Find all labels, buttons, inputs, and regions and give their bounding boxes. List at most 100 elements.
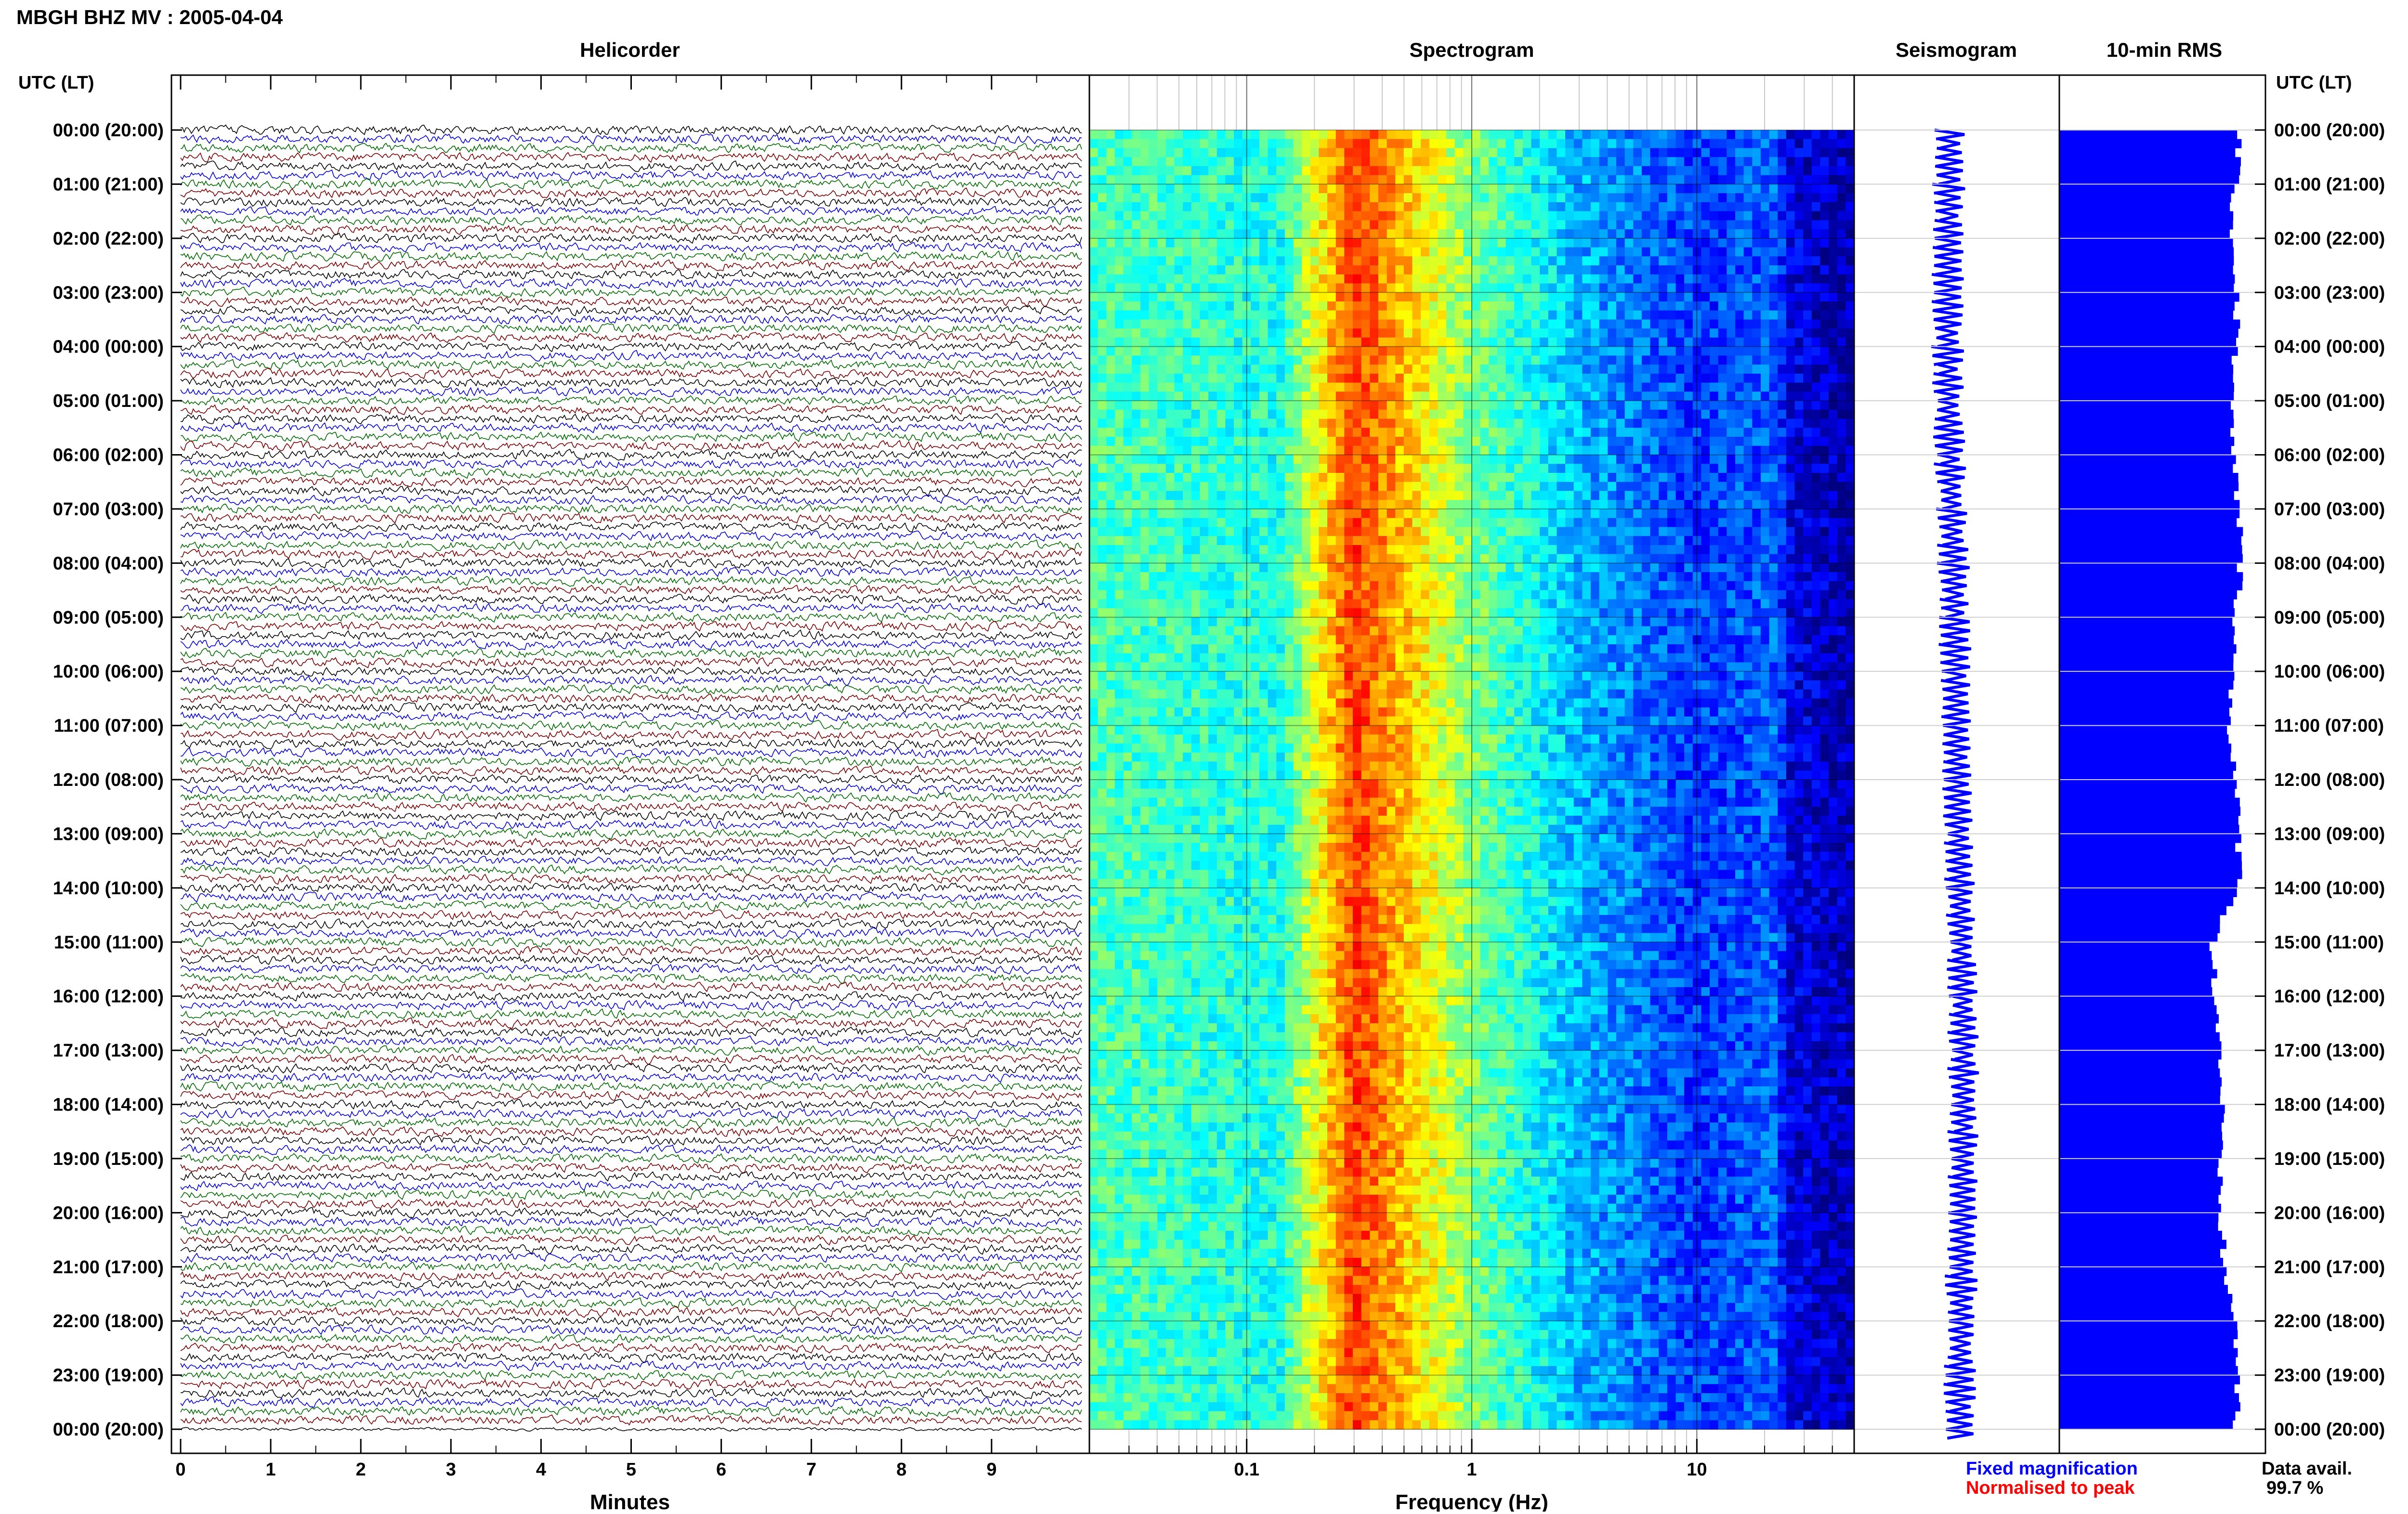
- spectrogram-cell: [1641, 283, 1651, 293]
- spectrogram-cell: [1268, 175, 1277, 184]
- spectrogram-cell: [1089, 536, 1099, 546]
- spectrogram-cell: [1302, 608, 1311, 618]
- spectrogram-cell: [1727, 527, 1736, 536]
- spectrogram-cell: [1710, 373, 1719, 383]
- spectrogram-cell: [1820, 193, 1829, 203]
- spectrogram-cell: [1412, 193, 1421, 203]
- spectrogram-cell: [1582, 247, 1591, 257]
- spectrogram-cell: [1268, 211, 1277, 221]
- spectrogram-cell: [1310, 166, 1319, 176]
- spectrogram-cell: [1098, 626, 1107, 636]
- spectrogram-cell: [1573, 184, 1583, 194]
- spectrogram-cell: [1361, 274, 1370, 284]
- spectrogram-cell: [1633, 608, 1642, 618]
- spectrogram-cell: [1378, 428, 1387, 437]
- spectrogram-cell: [1140, 193, 1150, 203]
- spectrogram-cell: [1165, 355, 1175, 365]
- spectrogram-cell: [1438, 337, 1447, 347]
- spectrogram-cell: [1268, 428, 1277, 437]
- spectrogram-cell: [1752, 373, 1761, 383]
- spectrogram-cell: [1624, 301, 1634, 311]
- spectrogram-cell: [1251, 409, 1260, 419]
- spectrogram-cell: [1403, 445, 1413, 456]
- spectrogram-cell: [1446, 265, 1455, 275]
- spectrogram-cell: [1302, 382, 1311, 392]
- spectrogram-cell: [1421, 220, 1430, 230]
- spectrogram-cell: [1208, 572, 1217, 582]
- spectrogram-cell: [1132, 202, 1141, 212]
- spectrogram-cell: [1811, 319, 1820, 329]
- spectrogram-cell: [1505, 319, 1515, 329]
- spectrogram-cell: [1106, 491, 1115, 500]
- spectrogram-cell: [1667, 238, 1676, 248]
- spectrogram-cell: [1395, 445, 1404, 456]
- spectrogram-cell: [1845, 455, 1855, 464]
- spectrogram-cell: [1123, 148, 1132, 157]
- spectrogram-cell: [1820, 590, 1829, 600]
- spectrogram-cell: [1165, 536, 1175, 546]
- spectrogram-cell: [1505, 211, 1515, 221]
- spectrogram-cell: [1234, 409, 1243, 419]
- spectrogram-cell: [1191, 365, 1200, 374]
- spectrogram-cell: [1522, 265, 1532, 275]
- spectrogram-cell: [1616, 581, 1625, 591]
- spectrogram-cell: [1582, 590, 1591, 600]
- spectrogram-cell: [1667, 157, 1676, 167]
- spectrogram-cell: [1438, 491, 1447, 500]
- spectrogram-cell: [1675, 473, 1685, 483]
- spectrogram-cell: [1208, 554, 1217, 563]
- spectrogram-cell: [1200, 518, 1209, 527]
- spectrogram-cell: [1183, 572, 1192, 582]
- spectrogram-cell: [1208, 175, 1217, 184]
- spectrogram-cell: [1353, 337, 1362, 347]
- spectrogram-cell: [1217, 418, 1226, 428]
- spectrogram-cell: [1106, 301, 1115, 311]
- spectrogram-cell: [1540, 428, 1549, 437]
- spectrogram-cell: [1412, 527, 1421, 536]
- spectrogram-cell: [1743, 211, 1753, 221]
- spectrogram-cell: [1743, 130, 1753, 140]
- spectrogram-cell: [1616, 130, 1625, 140]
- spectrogram-cell: [1429, 464, 1438, 473]
- spectrogram-cell: [1480, 382, 1489, 392]
- spectrogram-cell: [1582, 491, 1591, 500]
- spectrogram-cell: [1616, 464, 1625, 473]
- spectrogram-cell: [1098, 346, 1107, 356]
- spectrogram-cell: [1157, 365, 1166, 374]
- spectrogram-cell: [1659, 193, 1668, 203]
- spectrogram-cell: [1234, 500, 1243, 509]
- spectrogram-cell: [1692, 274, 1701, 284]
- spectrogram-cell: [1259, 175, 1269, 184]
- spectrogram-cell: [1378, 401, 1387, 410]
- spectrogram-cell: [1438, 283, 1447, 293]
- spectrogram-cell: [1438, 536, 1447, 546]
- spectrogram-cell: [1191, 581, 1200, 591]
- spectrogram-cell: [1497, 193, 1506, 203]
- spectrogram-cell: [1641, 328, 1651, 338]
- spectrogram-cell: [1403, 482, 1413, 491]
- spectrogram-cell: [1531, 572, 1540, 582]
- spectrogram-cell: [1446, 166, 1455, 176]
- spectrogram-cell: [1438, 346, 1447, 356]
- spectrogram-cell: [1361, 301, 1370, 311]
- spectrogram-cell: [1165, 581, 1175, 591]
- spectrogram-cell: [1446, 482, 1455, 491]
- spectrogram-cell: [1565, 608, 1574, 618]
- spectrogram-cell: [1165, 337, 1175, 347]
- spectrogram-cell: [1242, 572, 1251, 582]
- spectrogram-cell: [1531, 148, 1540, 157]
- spectrogram-cell: [1327, 283, 1336, 293]
- spectrogram-cell: [1803, 527, 1812, 536]
- spectrogram-cell: [1531, 193, 1540, 203]
- spectrogram-cell: [1463, 563, 1472, 573]
- spectrogram-cell: [1165, 157, 1175, 167]
- spectrogram-cell: [1191, 509, 1200, 519]
- spectrogram-cell: [1361, 581, 1370, 591]
- spectrogram-cell: [1208, 608, 1217, 618]
- spectrogram-cell: [1769, 193, 1778, 203]
- spectrogram-cell: [1778, 445, 1787, 456]
- spectrogram-cell: [1259, 428, 1269, 437]
- spectrogram-cell: [1378, 445, 1387, 456]
- spectrogram-cell: [1165, 509, 1175, 519]
- spectrogram-cell: [1403, 166, 1413, 176]
